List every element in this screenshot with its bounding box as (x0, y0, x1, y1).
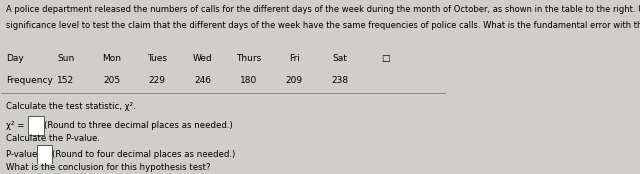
Text: χ² =: χ² = (6, 121, 27, 130)
Text: Tues: Tues (147, 54, 167, 62)
FancyBboxPatch shape (28, 116, 44, 135)
FancyBboxPatch shape (37, 145, 52, 165)
Text: Fri: Fri (289, 54, 300, 62)
Text: Sat: Sat (333, 54, 348, 62)
Text: (Round to four decimal places as needed.): (Round to four decimal places as needed.… (52, 151, 236, 159)
Text: Thurs: Thurs (236, 54, 261, 62)
Text: 205: 205 (103, 76, 120, 85)
Text: 180: 180 (240, 76, 257, 85)
Text: Wed: Wed (193, 54, 212, 62)
Text: Frequency: Frequency (6, 76, 52, 85)
Text: Sun: Sun (57, 54, 74, 62)
Text: significance level to test the claim that the different days of the week have th: significance level to test the claim tha… (6, 21, 640, 30)
Text: (Round to three decimal places as needed.): (Round to three decimal places as needed… (44, 121, 233, 130)
Text: Calculate the test statistic, χ².: Calculate the test statistic, χ². (6, 102, 136, 111)
Text: 246: 246 (195, 76, 211, 85)
Text: A police department released the numbers of calls for the different days of the : A police department released the numbers… (6, 5, 640, 14)
Text: Day: Day (6, 54, 24, 62)
Text: □: □ (381, 54, 390, 62)
Text: 229: 229 (148, 76, 166, 85)
Text: 209: 209 (286, 76, 303, 85)
Text: Mon: Mon (102, 54, 121, 62)
Text: P-value =: P-value = (6, 151, 50, 159)
Text: 152: 152 (57, 76, 74, 85)
Text: Calculate the P-value.: Calculate the P-value. (6, 134, 100, 143)
Text: 238: 238 (332, 76, 349, 85)
Text: What is the conclusion for this hypothesis test?: What is the conclusion for this hypothes… (6, 163, 211, 172)
